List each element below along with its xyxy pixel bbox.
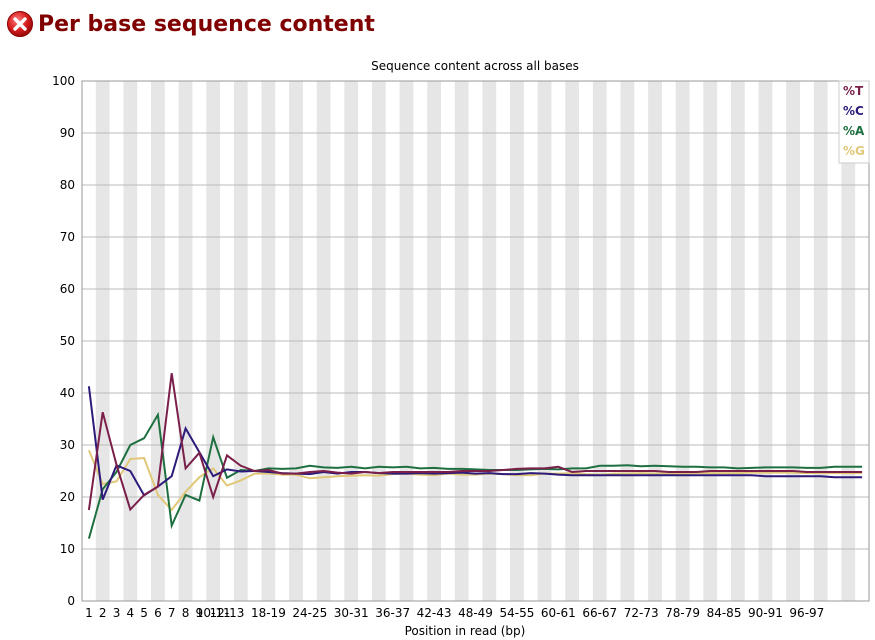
y-tick-label: 90	[60, 126, 75, 140]
x-tick-label: 2	[99, 606, 107, 620]
x-tick-label: 24-25	[292, 606, 327, 620]
report-header: Per base sequence content	[6, 4, 375, 44]
x-tick-label: 84-85	[707, 606, 742, 620]
x-tick-label: 48-49	[458, 606, 493, 620]
series-lines	[87, 373, 863, 539]
y-axis: 0 10 20 30 40 50 60 70 80 90 100	[52, 74, 75, 608]
y-tick-label: 30	[60, 438, 75, 452]
x-tick-label: 3	[113, 606, 121, 620]
x-tick-label: 78-79	[665, 606, 700, 620]
series-line-t	[87, 373, 863, 512]
x-axis-label: Position in read (bp)	[405, 624, 526, 638]
legend-item-c: %C	[843, 104, 864, 118]
x-tick-label: 36-37	[375, 606, 410, 620]
legend-item-a: %A	[843, 124, 865, 138]
y-tick-label: 80	[60, 178, 75, 192]
x-tick-label: 9	[196, 606, 204, 620]
x-tick-label: 4	[127, 606, 135, 620]
legend-item-g: %G	[843, 144, 865, 158]
error-cross-icon	[7, 11, 33, 37]
page-title: Per base sequence content	[38, 11, 375, 37]
series-line-a	[87, 411, 863, 539]
x-tick-label: 5	[140, 606, 148, 620]
plot-frame	[81, 80, 870, 602]
y-tick-label: 0	[67, 594, 75, 608]
legend-box	[838, 80, 870, 164]
x-tick-label: 10-11	[196, 606, 231, 620]
y-tick-label: 60	[60, 282, 75, 296]
x-tick-label: 18-19	[251, 606, 286, 620]
x-tick-label: 8	[182, 606, 190, 620]
x-tick-label: 6	[154, 606, 162, 620]
y-tick-label: 10	[60, 542, 75, 556]
chart-title: Sequence content across all bases	[371, 59, 579, 73]
y-tick-label: 70	[60, 230, 75, 244]
x-tick-label: 72-73	[624, 606, 659, 620]
x-tick-label: 30-31	[334, 606, 369, 620]
x-tick-label: 54-55	[499, 606, 534, 620]
y-tick-label: 100	[52, 74, 75, 88]
x-tick-label: 1	[85, 606, 93, 620]
legend-item-t: %T	[843, 84, 864, 98]
legend: %T %C %A %G	[838, 80, 870, 164]
x-tick-label: 42-43	[417, 606, 452, 620]
x-tick-label: 96-97	[789, 606, 824, 620]
x-tick-label: 60-61	[541, 606, 576, 620]
y-tick-label: 40	[60, 386, 75, 400]
y-tick-label: 50	[60, 334, 75, 348]
x-tick-label: 12-13	[210, 606, 245, 620]
series-line-c	[87, 386, 863, 500]
x-tick-label: 7	[168, 606, 176, 620]
y-tick-label: 20	[60, 490, 75, 504]
x-tick-label: 90-91	[748, 606, 783, 620]
gridlines	[82, 80, 869, 550]
x-tick-label: 66-67	[582, 606, 617, 620]
